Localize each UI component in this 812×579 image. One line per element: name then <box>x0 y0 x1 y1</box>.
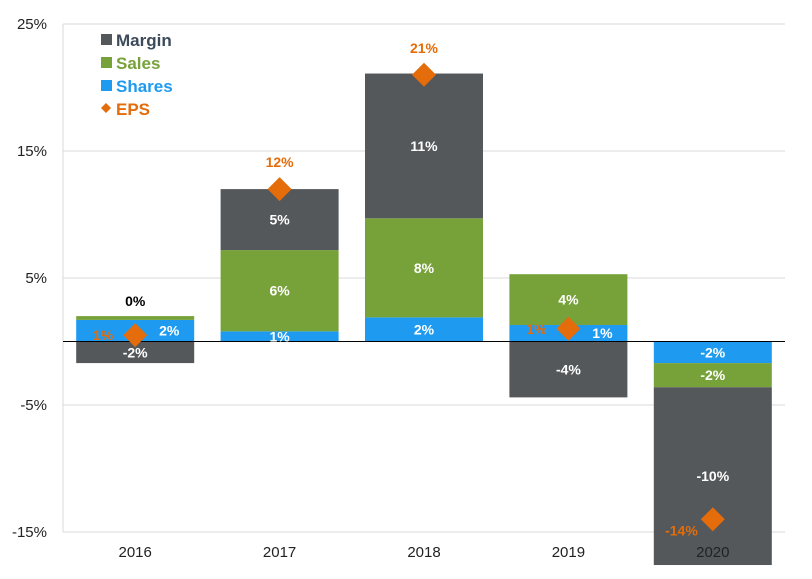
y-tick-label: 15% <box>17 143 47 160</box>
data-label-sales-2018: 8% <box>414 260 435 276</box>
x-tick-label: 2017 <box>263 544 296 561</box>
x-tick-label: 2018 <box>407 544 440 561</box>
bar-margin-2018 <box>365 73 483 219</box>
data-label-margin-2016: -2% <box>123 345 148 361</box>
y-tick-label: -5% <box>20 397 47 414</box>
bar-margin-2019 <box>509 341 628 398</box>
data-label-shares-2017: 1% <box>269 328 290 344</box>
eps-label-2017: 12% <box>266 154 295 170</box>
x-tick-label: 2020 <box>696 544 729 561</box>
bar-margin-2020 <box>653 387 772 566</box>
bar-sales-2018 <box>365 218 483 318</box>
legend-swatch-sales <box>101 57 112 68</box>
legend-label-margin: Margin <box>116 31 172 50</box>
data-label-shares-2016: 2% <box>159 323 180 339</box>
data-label-sales-2019: 4% <box>558 292 579 308</box>
eps-label-2018: 21% <box>410 40 439 56</box>
eps-marker-2017 <box>267 177 292 202</box>
eps-label-2016: 1% <box>93 327 114 343</box>
bar-sales-2020 <box>653 363 772 388</box>
eps-marker-2018 <box>412 62 436 87</box>
data-label-sales-2020: -2% <box>700 367 725 383</box>
data-label-margin-2020: -10% <box>696 468 729 484</box>
eps-markers: 1% 12% 21% 1% -14% <box>93 40 725 538</box>
legend-swatch-shares <box>101 80 112 91</box>
y-tick-label: 25% <box>17 16 47 33</box>
y-tick-label: 5% <box>25 270 47 287</box>
data-label-shares-2018: 2% <box>414 321 435 337</box>
legend-swatch-eps <box>101 103 111 113</box>
data-label-shares-2019: 1% <box>592 325 613 341</box>
bar-sales-2019 <box>509 274 628 325</box>
y-tick-label: -15% <box>12 524 47 541</box>
bar-sales-2016 <box>76 316 195 320</box>
data-label-margin-2018: 11% <box>410 138 438 154</box>
data-label-sales-2017: 6% <box>269 283 290 299</box>
eps-marker-2019 <box>556 316 581 341</box>
data-label-margin-2019: -4% <box>556 361 581 377</box>
legend: Margin Sales Shares EPS <box>101 31 173 119</box>
bar-series <box>76 73 772 566</box>
legend-label-shares: Shares <box>116 77 173 96</box>
eps-marker-2020 <box>700 507 725 532</box>
x-tick-label: 2019 <box>552 544 585 561</box>
legend-label-eps: EPS <box>116 100 150 119</box>
data-label-margin-extra-2016: 0% <box>125 293 146 309</box>
data-label-shares-2020: -2% <box>700 344 725 360</box>
data-label-margin-2017: 5% <box>269 212 290 228</box>
legend-label-sales: Sales <box>116 54 160 73</box>
bar-margin-2016 <box>76 341 195 364</box>
bar-shares-2017 <box>220 331 339 342</box>
eps-label-2019: 1% <box>526 321 547 337</box>
eps-marker-2016 <box>123 323 148 348</box>
x-tick-label: 2016 <box>119 544 152 561</box>
legend-swatch-margin <box>101 34 112 45</box>
bar-shares-2020 <box>653 341 772 364</box>
eps-label-2020: -14% <box>665 522 698 538</box>
bar-shares-2018 <box>365 317 483 342</box>
bar-sales-2017 <box>220 250 339 332</box>
data-labels: 2% -2% 0% 1% 6% 5% 2% 8% 11% 1% 4% -4% -2% -2% -10% <box>123 138 730 484</box>
axis-ticks: -15% -5% 5% 15% 25% 2016 2017 2018 2019 2020 <box>12 16 730 561</box>
